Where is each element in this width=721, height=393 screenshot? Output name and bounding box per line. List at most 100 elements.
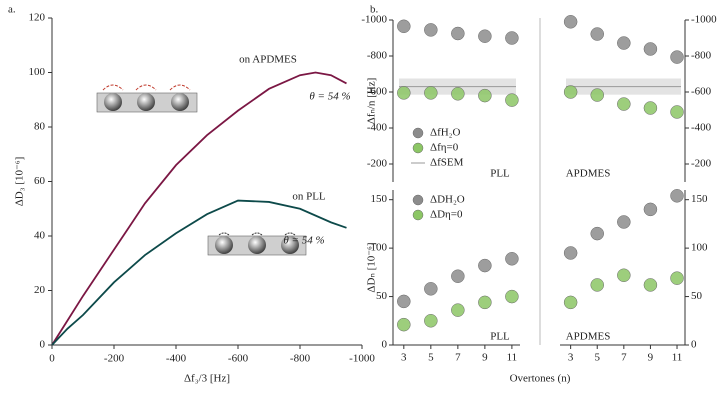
x-tick-label: 5 <box>428 352 434 364</box>
curve-label: on APDMES <box>239 54 297 66</box>
y-tick-label: 0 <box>691 339 697 351</box>
point <box>397 19 411 34</box>
point <box>505 289 519 304</box>
legend-label: ΔDη=0 <box>430 209 463 221</box>
point <box>505 31 519 45</box>
y-axis-label: Δfₙ/n [Hz] <box>366 78 378 125</box>
x-axis-label: Δf₃/3 [Hz] <box>184 373 230 385</box>
point <box>590 27 604 41</box>
curve <box>51 71 347 346</box>
point <box>424 86 438 100</box>
point <box>617 36 631 50</box>
point <box>397 86 411 100</box>
inset-pll <box>207 232 307 256</box>
x-tick-label: 0 <box>49 353 55 365</box>
point <box>563 85 578 99</box>
annotation: θ = 54 % <box>309 91 350 103</box>
y-tick-label: 120 <box>29 12 46 24</box>
point <box>478 88 492 103</box>
y-tick-label: -600 <box>367 86 388 98</box>
point <box>451 87 465 101</box>
panel-name: PLL <box>490 168 510 180</box>
point <box>424 282 438 296</box>
y-tick-label: -800 <box>691 50 712 62</box>
y-tick-label: -1000 <box>361 14 387 26</box>
x-tick-label: -1000 <box>349 353 375 365</box>
point <box>563 15 578 29</box>
point <box>617 215 631 229</box>
point <box>451 303 465 317</box>
y-tick-label: -1000 <box>691 14 717 26</box>
x-tick-label: 7 <box>455 352 461 364</box>
point <box>424 23 438 37</box>
y-tick-label: 50 <box>376 290 388 302</box>
point <box>670 105 684 119</box>
y-axis-label: ΔD₃ [10⁻⁶] <box>14 157 26 207</box>
y-tick-label: 20 <box>34 284 46 296</box>
point <box>590 88 604 102</box>
point <box>505 93 519 107</box>
y-tick-label: -600 <box>691 86 712 98</box>
y-tick-label: -400 <box>691 122 712 134</box>
legend-label: Δfη=0 <box>430 142 459 154</box>
panel-name: PLL <box>490 331 510 343</box>
legend-marker <box>412 194 424 206</box>
point <box>670 50 684 64</box>
x-tick-label: -600 <box>228 353 249 365</box>
point <box>563 246 578 260</box>
point <box>424 314 438 328</box>
y-tick-label: 60 <box>34 175 46 187</box>
point <box>643 202 658 217</box>
x-tick-label: 11 <box>507 352 518 364</box>
point <box>617 268 631 282</box>
y-tick-label: 0 <box>40 339 46 351</box>
point <box>670 271 684 285</box>
legend-marker <box>412 209 424 221</box>
legend-marker <box>412 142 424 154</box>
point <box>590 278 604 292</box>
y-tick-label: -200 <box>691 158 712 170</box>
x-tick-label: -200 <box>104 353 125 365</box>
y-tick-label: 80 <box>34 121 46 133</box>
point <box>397 317 411 332</box>
x-tick-label: 3 <box>568 352 574 364</box>
y-tick-label: 100 <box>371 242 388 254</box>
x-tick-label: -400 <box>166 353 187 365</box>
x-tick-label: 7 <box>621 352 627 364</box>
x-tick-label: 9 <box>482 352 488 364</box>
curve-label: on PLL <box>292 191 326 203</box>
annotation: θ = 54 % <box>283 235 324 247</box>
panel-label: b. <box>370 4 379 16</box>
panel-name: APDMES <box>566 331 611 343</box>
point <box>643 278 658 292</box>
point <box>643 42 658 56</box>
legend-marker <box>412 127 424 139</box>
point <box>478 258 492 273</box>
point <box>643 101 658 115</box>
y-tick-label: 150 <box>371 193 388 205</box>
panel-label: a. <box>8 4 16 16</box>
point <box>478 295 492 310</box>
y-tick-label: -400 <box>367 122 388 134</box>
point <box>505 252 519 266</box>
y-tick-label: 150 <box>691 193 708 205</box>
y-tick-label: 100 <box>691 242 708 254</box>
x-axis-label: Overtones (n) <box>510 373 571 385</box>
point <box>397 294 411 309</box>
y-tick-label: -200 <box>367 158 388 170</box>
point <box>451 269 465 283</box>
legend-label: ΔDH₂O <box>430 194 465 206</box>
point <box>563 295 578 310</box>
point <box>617 97 631 111</box>
legend-label: ΔfSEM <box>430 157 464 169</box>
y-tick-label: 0 <box>382 339 388 351</box>
x-tick-label: 5 <box>594 352 600 364</box>
y-tick-label: 100 <box>29 66 46 78</box>
y-tick-label: 40 <box>34 230 46 242</box>
point <box>670 189 684 203</box>
legend-label: ΔfH₂O <box>430 127 461 139</box>
y-tick-label: -800 <box>367 50 388 62</box>
x-tick-label: -800 <box>290 353 311 365</box>
y-axis-label: ΔDₙ [10⁻⁶] <box>366 242 378 292</box>
